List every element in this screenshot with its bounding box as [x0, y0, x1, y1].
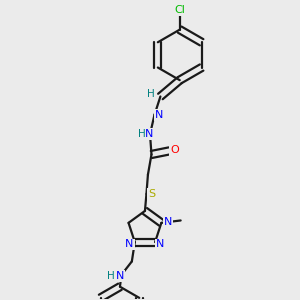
Text: H: H	[138, 129, 146, 139]
Text: N: N	[125, 239, 134, 250]
Text: N: N	[164, 217, 172, 227]
Text: N: N	[145, 129, 154, 139]
Text: S: S	[148, 189, 155, 199]
Text: N: N	[156, 239, 165, 250]
Text: H: H	[107, 271, 115, 281]
Text: N: N	[116, 271, 124, 281]
Text: H: H	[147, 89, 155, 99]
Text: O: O	[170, 145, 179, 155]
Text: N: N	[154, 110, 163, 120]
Text: Cl: Cl	[174, 5, 185, 15]
